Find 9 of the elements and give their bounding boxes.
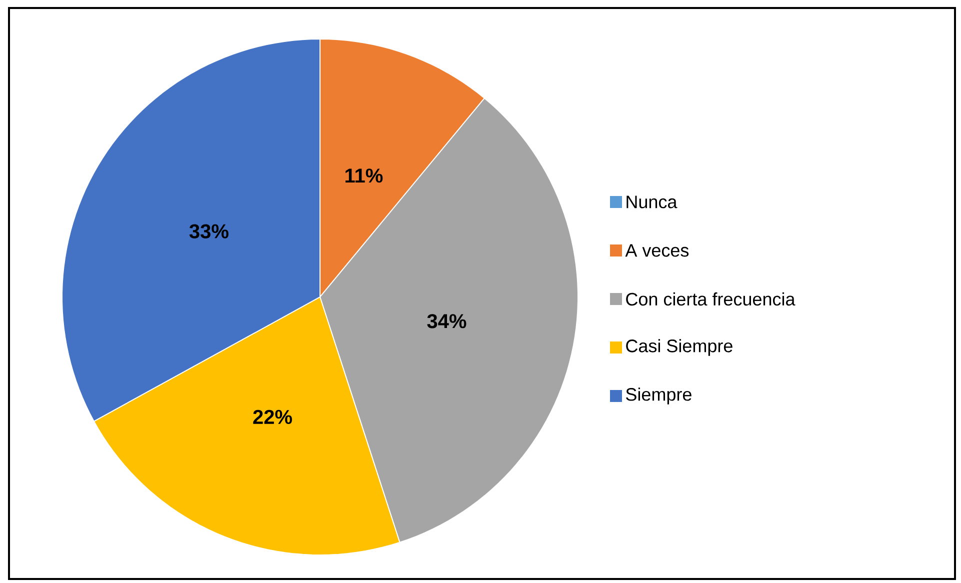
data-label: 34% [427,314,466,328]
legend-label: Casi Siempre [626,339,732,356]
legend-label: A veces [625,244,689,257]
data-label: 33% [189,224,228,238]
data-label: 11% [346,168,383,183]
legend-label: Con cierta frecuencia [626,292,796,306]
legend-label: Nunca [626,196,678,208]
data-label: 22% [253,410,292,424]
legend-label: Siempre [626,388,692,404]
